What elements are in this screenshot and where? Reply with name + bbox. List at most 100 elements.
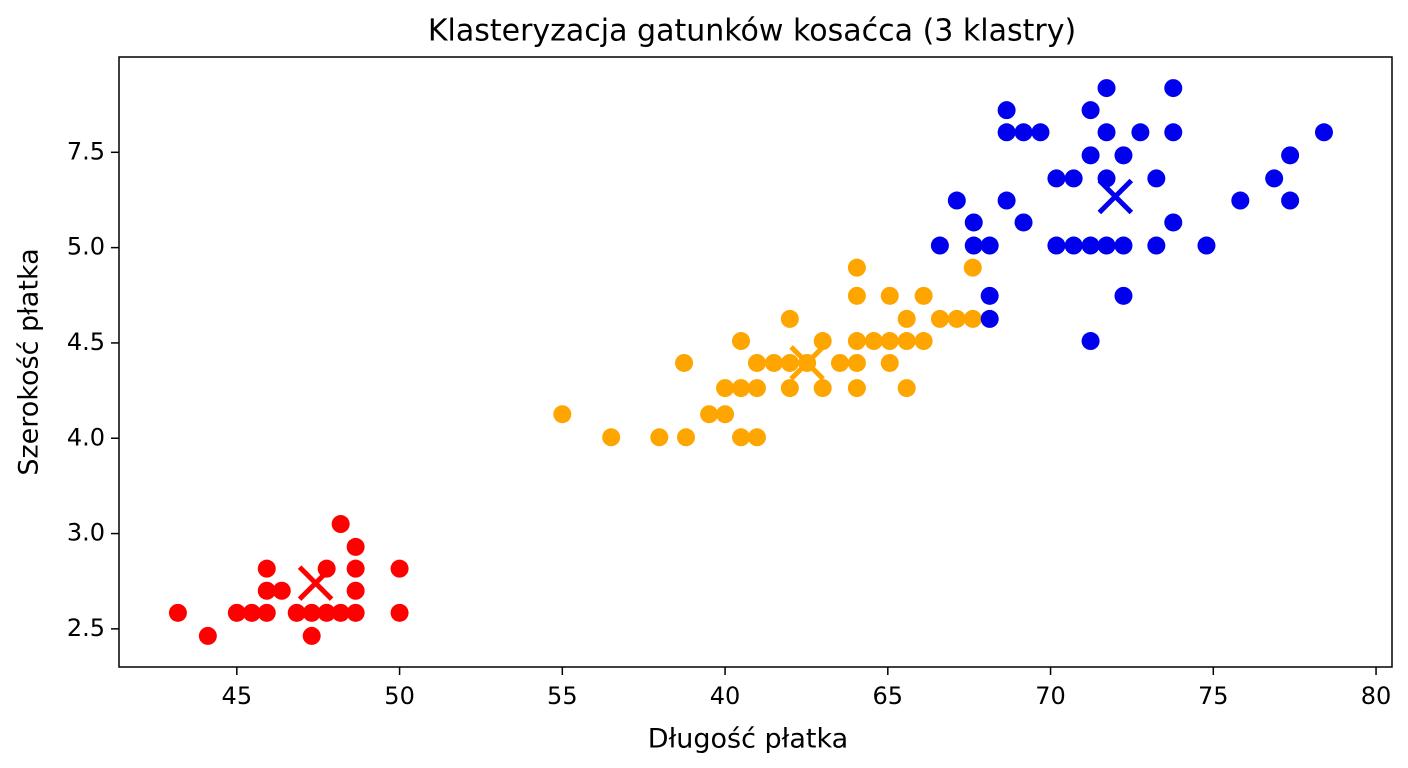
point <box>1164 123 1183 142</box>
point <box>1014 123 1033 142</box>
point <box>847 258 866 277</box>
point <box>1114 236 1133 255</box>
point <box>1131 123 1150 142</box>
point <box>847 286 866 305</box>
point <box>1197 236 1216 255</box>
point <box>257 559 276 578</box>
point <box>964 236 983 255</box>
centroid <box>297 565 334 601</box>
chart-title: Klasteryzacja gatunków kosaćca (3 klastr… <box>428 14 1076 49</box>
y-tick-label: 3.0 <box>67 519 105 547</box>
point <box>317 603 336 622</box>
point <box>302 626 321 645</box>
point <box>780 309 799 328</box>
point <box>963 258 982 277</box>
point <box>1081 332 1100 351</box>
point <box>897 332 916 351</box>
point <box>1314 123 1333 142</box>
point <box>1114 146 1133 165</box>
point <box>1097 236 1116 255</box>
point <box>914 332 933 351</box>
point <box>650 428 669 447</box>
point <box>1031 123 1050 142</box>
point <box>198 626 217 645</box>
y-tick-label: 2.5 <box>67 614 105 642</box>
point <box>930 236 949 255</box>
point <box>242 603 261 622</box>
point <box>880 332 899 351</box>
point <box>1014 213 1033 232</box>
y-axis-label: Szerokość płatka <box>14 248 45 475</box>
point <box>930 309 949 328</box>
y-tick-label: 5.0 <box>67 233 105 261</box>
point <box>716 379 735 398</box>
point <box>257 581 276 600</box>
x-tick-label: 80 <box>1361 682 1392 710</box>
point <box>1147 236 1166 255</box>
point <box>227 603 246 622</box>
point <box>1064 169 1083 188</box>
point <box>1164 79 1183 98</box>
point <box>980 286 999 305</box>
point <box>980 309 999 328</box>
point <box>1114 286 1133 305</box>
point <box>1097 123 1116 142</box>
point <box>980 236 999 255</box>
point <box>764 353 783 372</box>
point <box>997 101 1016 120</box>
point <box>732 332 751 351</box>
point <box>1231 191 1250 210</box>
point <box>1047 236 1066 255</box>
point <box>1047 169 1066 188</box>
x-axis-label: Długość płatka <box>648 724 848 755</box>
point <box>553 405 572 424</box>
point <box>287 603 306 622</box>
point <box>168 603 187 622</box>
point <box>813 379 832 398</box>
point <box>780 379 799 398</box>
point <box>880 353 899 372</box>
point <box>947 309 966 328</box>
centroid <box>1097 178 1134 215</box>
point <box>1281 191 1300 210</box>
point <box>847 332 866 351</box>
point <box>390 603 409 622</box>
point <box>864 332 883 351</box>
point <box>914 286 933 305</box>
x-tick-label: 40 <box>710 682 741 710</box>
point <box>1281 146 1300 165</box>
point <box>963 309 982 328</box>
point <box>947 191 966 210</box>
point <box>346 603 365 622</box>
point <box>1265 169 1284 188</box>
point <box>780 353 799 372</box>
point <box>747 379 766 398</box>
point <box>331 515 350 534</box>
point <box>346 581 365 600</box>
plot-frame <box>118 56 1393 668</box>
point <box>847 379 866 398</box>
point <box>1081 146 1100 165</box>
point <box>897 379 916 398</box>
point <box>257 603 276 622</box>
point <box>346 537 365 556</box>
point <box>747 428 766 447</box>
point <box>700 405 719 424</box>
point <box>1164 213 1183 232</box>
point <box>602 428 621 447</box>
point <box>732 428 751 447</box>
point <box>880 286 899 305</box>
y-tick-label: 4.0 <box>67 423 105 451</box>
point <box>1081 236 1100 255</box>
point <box>716 405 735 424</box>
x-tick-label: 65 <box>873 682 904 710</box>
centroid <box>789 345 825 381</box>
point <box>390 559 409 578</box>
point <box>997 191 1016 210</box>
x-tick-label: 50 <box>384 682 415 710</box>
point <box>1097 79 1116 98</box>
y-tick-label: 4.5 <box>67 328 105 356</box>
point <box>677 428 696 447</box>
point <box>346 559 365 578</box>
